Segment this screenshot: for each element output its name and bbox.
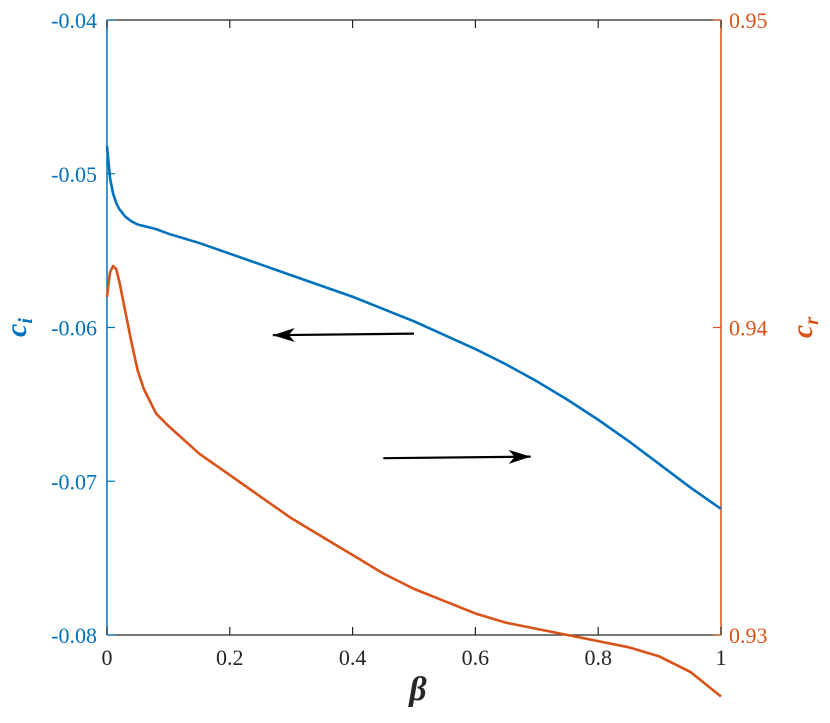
right-y-axis-title: cr [786,317,823,338]
right-y-tick-label: 0.93 [729,623,768,648]
left-y-tick-label: -0.07 [51,469,97,494]
arrow-to-left-axis-shaft [272,332,415,337]
axis-ticks: 0 0.2 0.4 0.6 0.8 1 -0.04 -0.05 -0.06 -0.07 -0.08 0… [51,8,767,670]
x-tick-label: 0 [102,645,113,670]
left-y-axis-title: ci [0,318,37,337]
annotation-arrows [272,327,531,464]
x-axis-title: β [407,671,427,708]
right-y-tick-label: 0.95 [729,8,768,33]
arrow-to-left-axis [272,327,415,342]
arrow-to-right-axis-shaft [383,455,531,460]
arrow-to-right-axis [383,449,531,464]
x-tick-label: 0.4 [339,645,367,670]
series-line-ci [105,145,722,510]
left-y-tick-label: -0.06 [51,316,97,341]
plot-frame [106,19,722,636]
x-tick-label: 0.2 [216,645,244,670]
x-tick-label: 0.6 [462,645,490,670]
left-y-tick-label: -0.05 [51,162,97,187]
left-y-tick-label: -0.08 [51,623,97,648]
left-y-tick-label: -0.04 [51,8,97,33]
x-tick-label: 0.8 [584,645,612,670]
right-y-tick-label: 0.94 [729,316,768,341]
series-layer [105,145,722,698]
arrow-to-right-axis-head [508,449,531,464]
arrow-to-left-axis-head [272,327,295,342]
series-line-cr [105,264,722,698]
x-tick-label: 1 [716,645,727,670]
